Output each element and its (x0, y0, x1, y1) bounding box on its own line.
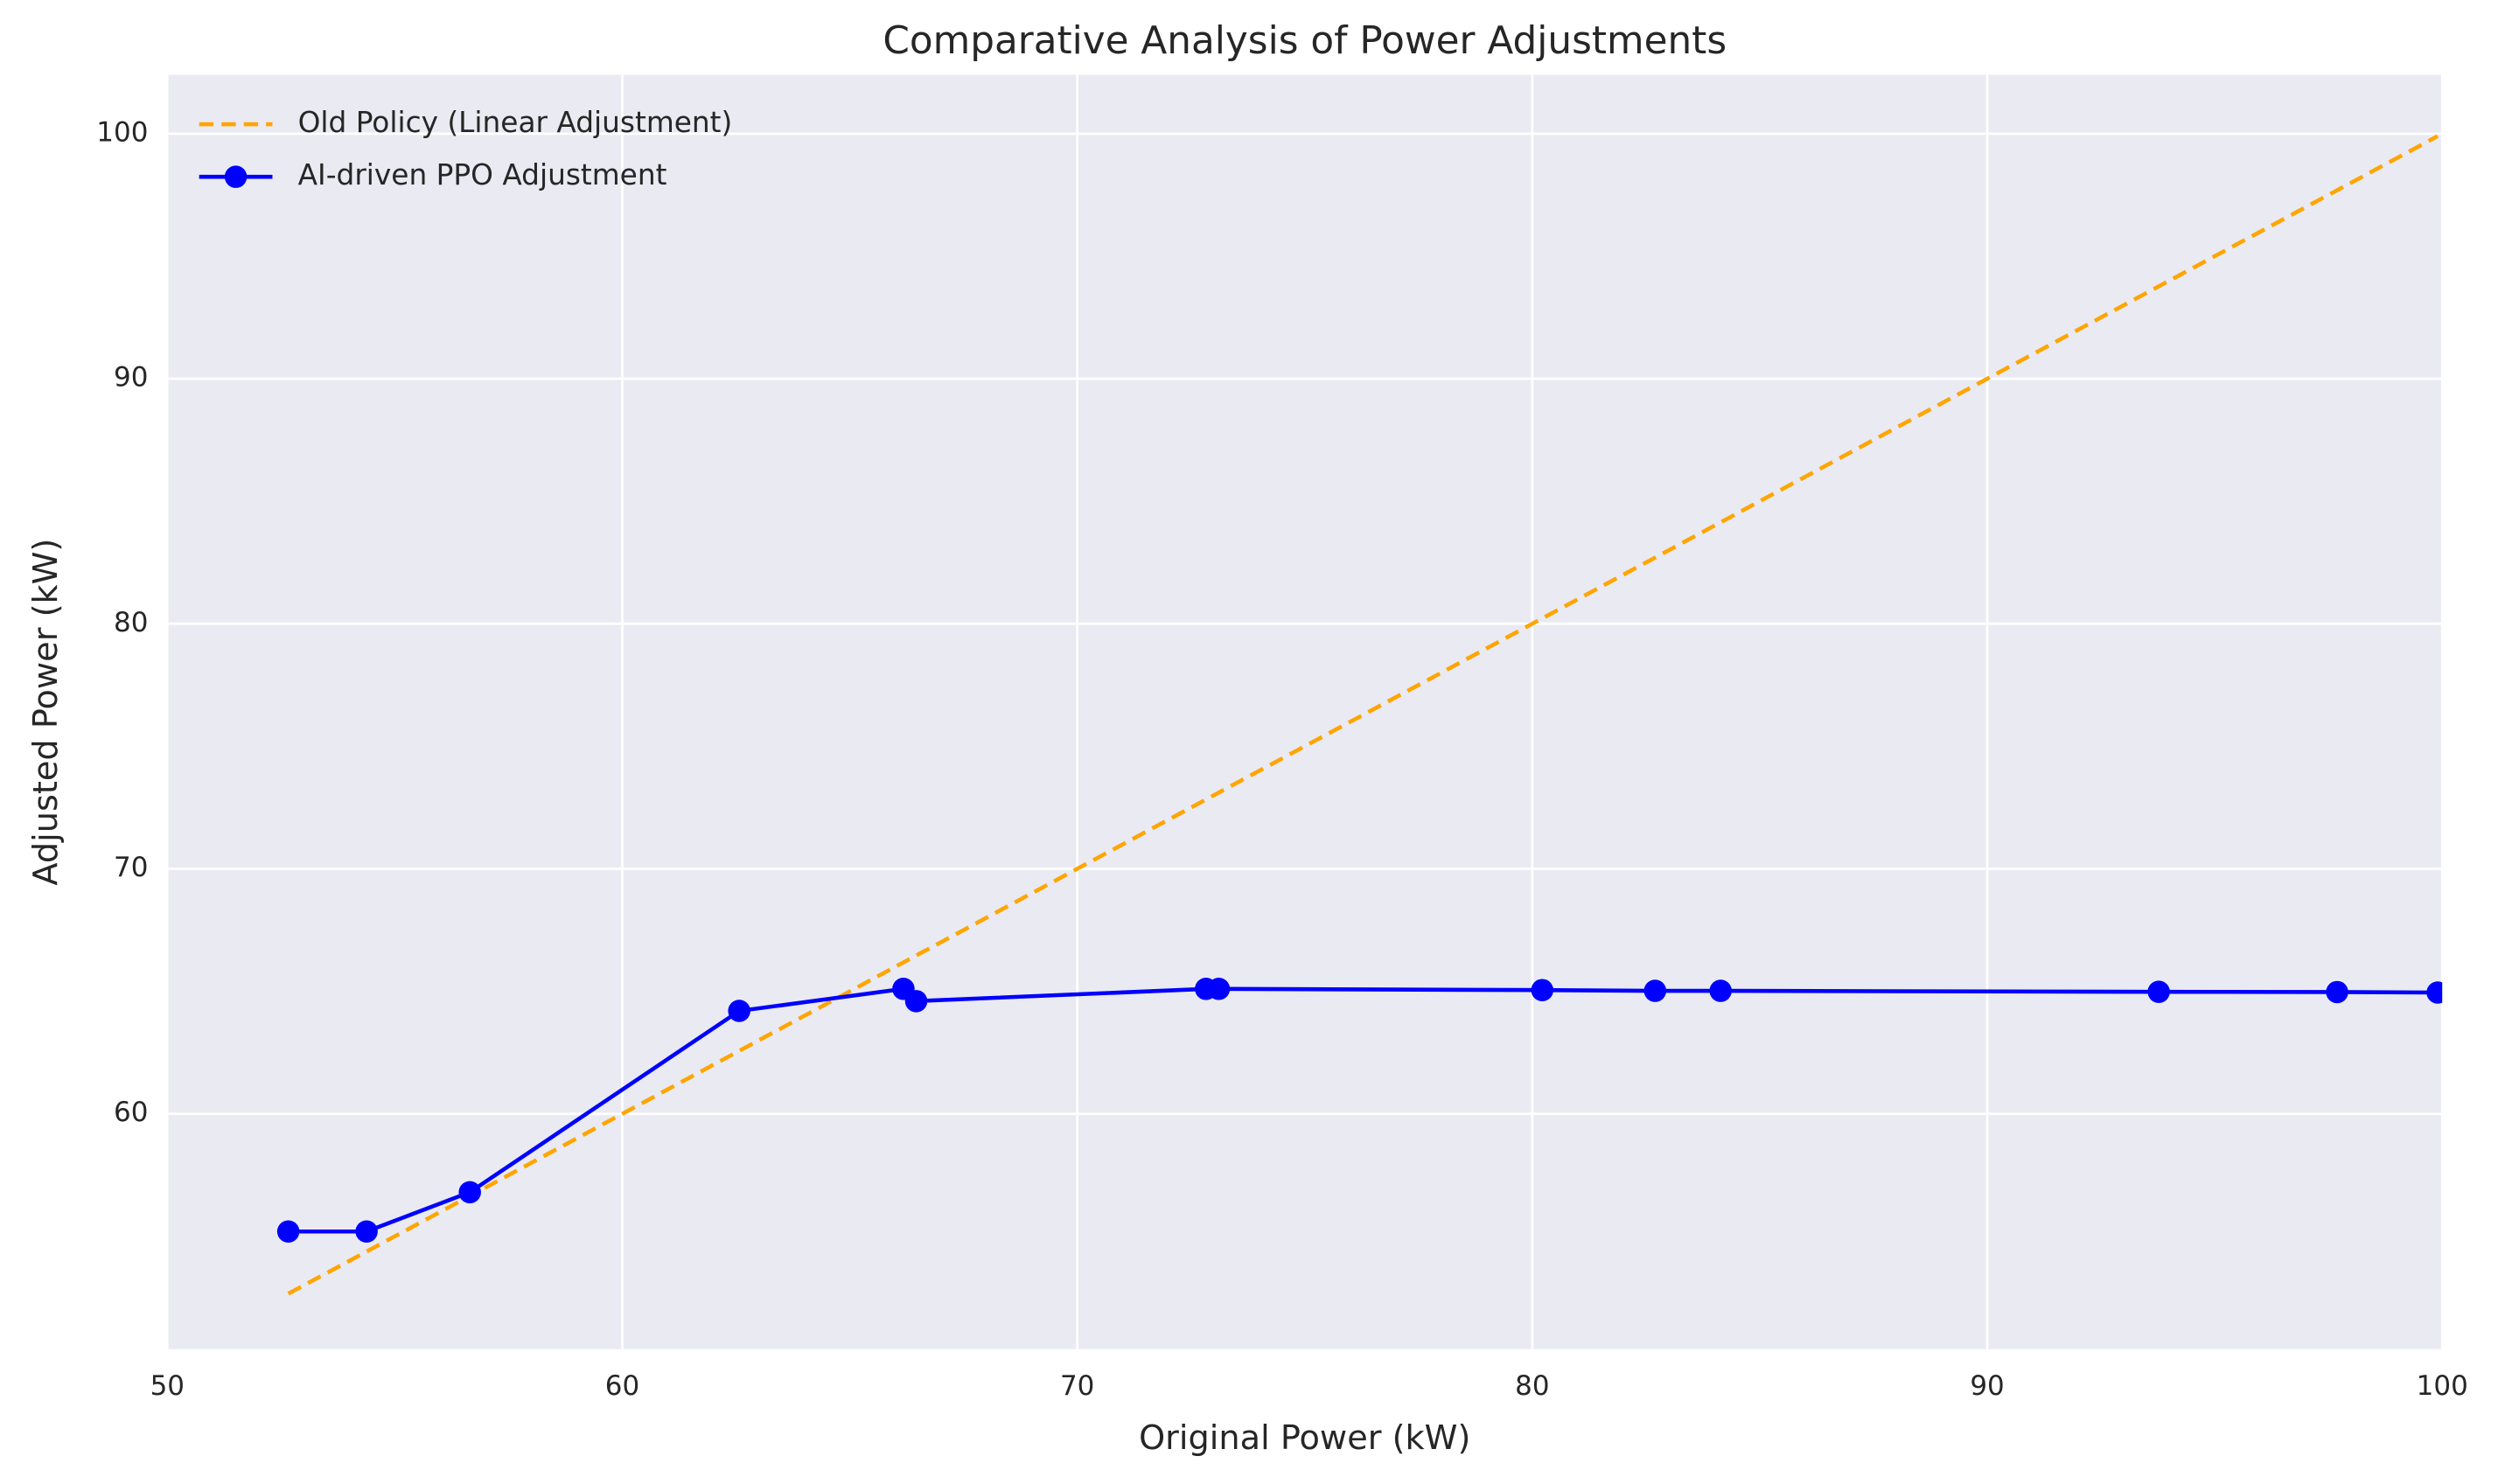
y-tick-label: 70 (114, 852, 148, 883)
x-tick-label: 90 (1970, 1370, 2004, 1402)
point (355, 1220, 378, 1243)
y-tick-label: 80 (114, 607, 148, 638)
point (728, 1000, 750, 1022)
y-tick-label: 60 (114, 1097, 148, 1128)
point (1709, 979, 1732, 1002)
point (1207, 978, 1231, 1000)
point (2326, 980, 2348, 1004)
y-tick-label: 90 (114, 362, 148, 394)
plot-area (167, 74, 2443, 1349)
y-axis-label: Adjusted Power (kW) (27, 539, 66, 886)
legend-label: Old Policy (Linear Adjustment) (298, 106, 733, 139)
x-tick-label: 100 (2417, 1370, 2468, 1402)
legend-marker (224, 165, 248, 188)
point (2147, 980, 2170, 1003)
x-axis-label: Original Power (kW) (1139, 1419, 1470, 1458)
point (2426, 981, 2443, 1004)
legend-label: AI-driven PPO Adjustment (298, 158, 667, 192)
point (276, 1220, 300, 1243)
x-tick-label: 70 (1060, 1370, 1094, 1402)
point (1531, 979, 1554, 1001)
x-tick-label: 80 (1515, 1370, 1549, 1402)
y-tick-label: 100 (96, 116, 148, 148)
x-tick-label: 60 (605, 1370, 639, 1402)
chart-title: Comparative Analysis of Power Adjustment… (883, 18, 1727, 63)
point (904, 990, 928, 1013)
series-line (287, 134, 2439, 1296)
x-tick-label: 50 (150, 1370, 185, 1402)
point (1643, 979, 1667, 1002)
point (458, 1181, 481, 1204)
